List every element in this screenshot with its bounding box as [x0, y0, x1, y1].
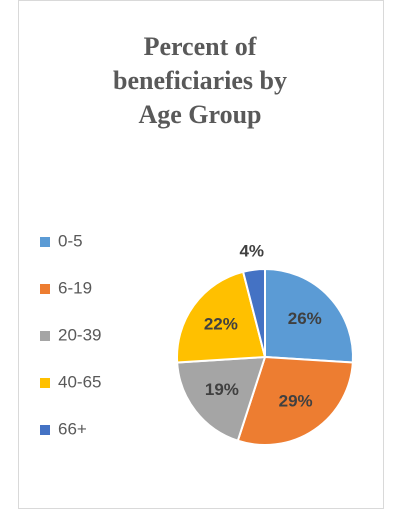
data-label: 19% — [205, 380, 239, 399]
legend-label: 0-5 — [58, 231, 83, 250]
pie-slice — [176, 355, 267, 442]
legend-swatch — [40, 237, 50, 247]
chart-title: Percent of beneficiaries by Age Group — [112, 32, 288, 129]
pie-slice — [176, 270, 267, 364]
legend-label: 66+ — [58, 419, 87, 438]
legend-swatch — [40, 425, 50, 435]
data-label: 4% — [239, 242, 264, 261]
legend-swatch — [40, 378, 50, 388]
data-label: 29% — [279, 392, 313, 411]
legend-swatch — [40, 331, 50, 341]
pie-slice — [241, 267, 266, 358]
pie-slice — [264, 267, 354, 364]
legend-label: 40-65 — [58, 372, 101, 391]
legend-swatch — [40, 284, 50, 294]
data-label: 26% — [288, 309, 322, 328]
legend-label: 6-19 — [58, 278, 92, 297]
pie-slice — [236, 355, 354, 446]
legend-label: 20-39 — [58, 325, 101, 344]
data-label: 22% — [204, 314, 238, 333]
